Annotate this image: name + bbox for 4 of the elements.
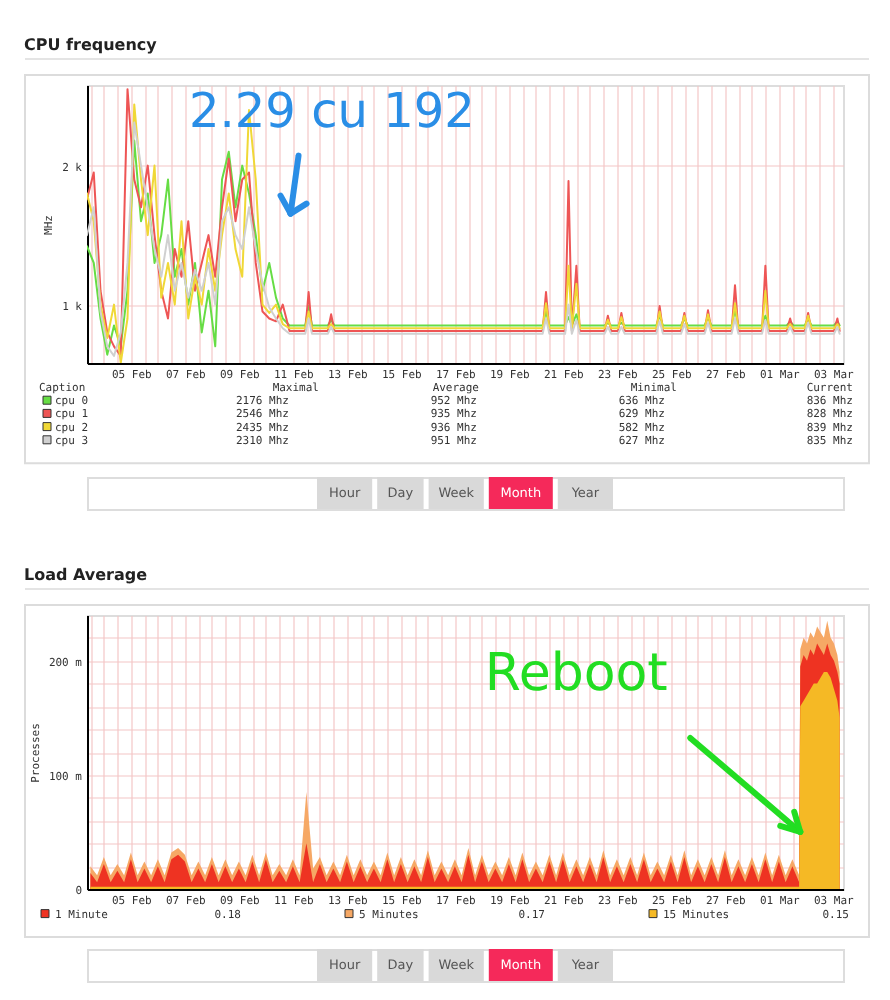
chart-title: Load Average	[24, 566, 149, 584]
chart-title: CPU frequency	[24, 36, 159, 54]
annotation: Reboot	[484, 643, 668, 704]
annotation: 2.29 cu 192	[189, 83, 475, 139]
